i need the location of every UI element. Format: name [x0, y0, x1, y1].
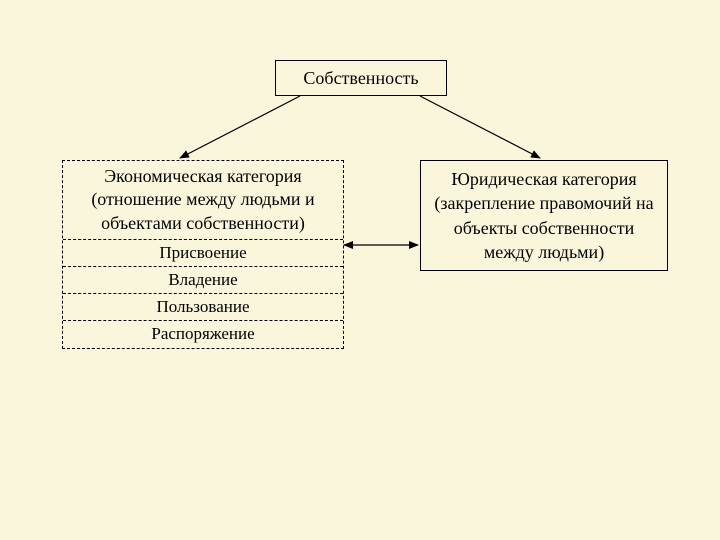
left-row-3: Распоряжение — [63, 321, 343, 347]
right-node: Юридическая категория (закрепление право… — [420, 160, 668, 271]
arrow-top-right — [420, 96, 540, 158]
left-row-0: Присвоение — [63, 240, 343, 267]
top-node: Собственность — [275, 60, 447, 96]
left-node: Экономическая категория (отношение между… — [62, 160, 344, 349]
left-row-2: Пользование — [63, 294, 343, 321]
right-node-text: Юридическая категория (закрепление право… — [434, 169, 653, 262]
left-node-header: Экономическая категория (отношение между… — [63, 161, 343, 240]
arrow-top-left — [180, 96, 300, 158]
top-node-label: Собственность — [303, 68, 418, 89]
left-row-1: Владение — [63, 267, 343, 294]
